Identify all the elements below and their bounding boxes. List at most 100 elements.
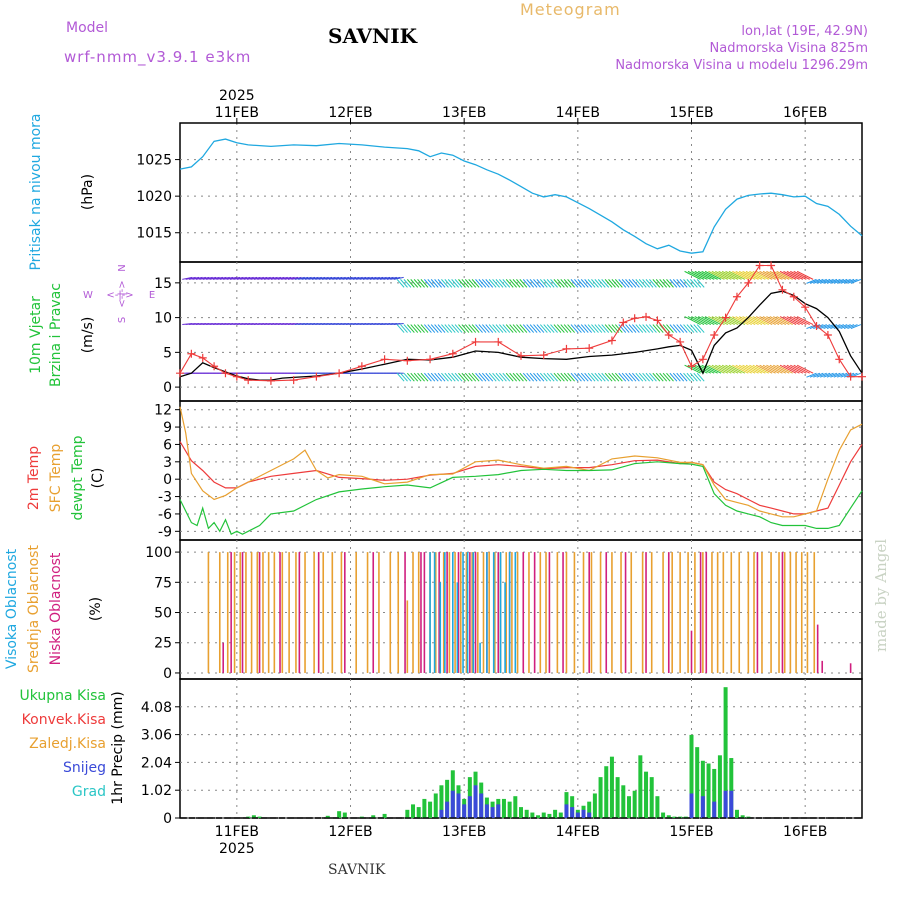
wind-arrow [567, 324, 575, 333]
precip-bar [524, 809, 529, 818]
wind-arrow [601, 324, 610, 333]
pressure-ylabel: (hPa) [80, 174, 96, 210]
wind-arrow [396, 372, 405, 382]
precip-bar [456, 793, 461, 818]
wind-arrow [790, 316, 807, 325]
wind-arrow [638, 372, 647, 382]
precip-bar [712, 768, 717, 818]
cloud-ylabel: (%) [88, 597, 104, 621]
wind-arrow [806, 372, 817, 378]
wind-arrow [833, 372, 844, 378]
wind-arrow [550, 324, 558, 333]
wind-gust-marker [710, 330, 719, 339]
wind-arrow [735, 316, 752, 325]
wind-arrow [444, 324, 453, 333]
wind-arrow [434, 279, 442, 288]
precip-bar [519, 807, 523, 818]
wind-arrow [546, 279, 555, 288]
x-tick-label-top: 14FEB [556, 105, 600, 121]
wind-arrow [718, 364, 735, 374]
y-tick-label: 1020 [136, 189, 172, 205]
wind-gust-marker [767, 261, 776, 270]
wind-arrow [837, 324, 848, 330]
y-tick-label: -6 [158, 507, 172, 523]
precip-bar [712, 801, 717, 818]
wind-arrow [728, 270, 746, 280]
precip-bar [530, 812, 535, 818]
wind-arrow [749, 364, 766, 374]
wind-arrow [264, 276, 275, 280]
wind-arrow [505, 279, 514, 288]
precip-bar [337, 811, 342, 818]
wind-arrow [662, 279, 671, 288]
y-tick-label: 0 [163, 472, 172, 488]
wind-arrow [618, 372, 627, 382]
wind-gust-marker [835, 355, 844, 364]
y-tick-label: 15 [154, 276, 172, 292]
product-title: Meteogram [520, 0, 621, 19]
wind-arrow [345, 276, 357, 280]
wind-gust-marker [210, 362, 219, 371]
precip-bar [598, 777, 603, 818]
x-tick-label-bottom: 13FEB [442, 824, 486, 840]
wind-arrow [652, 372, 661, 382]
wind-arrow [560, 279, 569, 288]
wind-arrow [628, 324, 637, 333]
precip-bar [433, 793, 438, 818]
wind-arrow [738, 270, 756, 280]
precip-bar [729, 758, 734, 818]
wind-arrow [403, 279, 412, 288]
wind-gust-marker [789, 292, 798, 301]
wind-arrow [689, 324, 698, 333]
wind-arrow [649, 372, 657, 382]
y-tick-label: 0 [163, 811, 172, 827]
wind-arrow [813, 278, 824, 284]
wind-arrow [776, 316, 793, 325]
precip-bar [740, 815, 745, 818]
wind-arrow [604, 279, 613, 288]
precip-bar [621, 785, 626, 818]
wind-arrow [464, 372, 473, 382]
wind-arrow [574, 279, 582, 288]
wind-arrow [850, 278, 862, 284]
wind-arrow [652, 324, 661, 333]
precip-bar [723, 790, 728, 818]
wind-arrow [649, 279, 657, 288]
wind-arrow [417, 372, 425, 382]
wind-arrow [240, 276, 251, 280]
wind-arrow [755, 270, 773, 280]
wind-arrow [715, 364, 732, 374]
y-tick-label: 10 [154, 311, 172, 327]
wind-arrow [591, 372, 599, 382]
wind-arrow [666, 279, 674, 288]
wind-arrow [485, 372, 494, 382]
wind-arrow [556, 372, 565, 382]
wind-title: 10m Vjetar [28, 296, 44, 374]
wind-arrow [488, 279, 497, 288]
x-tick-label-top: 16FEB [783, 105, 827, 121]
wind-arrow [715, 270, 732, 280]
wind-arrow [635, 372, 644, 382]
wind-arrow [742, 270, 759, 280]
y-tick-label: 9 [163, 420, 172, 436]
precip-bar [592, 793, 597, 818]
wind-arrow [601, 372, 610, 382]
wind-arrow [512, 279, 521, 288]
y-tick-label: 1015 [136, 226, 172, 242]
wind-gust-marker [562, 344, 571, 353]
wind-arrow [539, 372, 548, 382]
wind-arrow [676, 324, 685, 333]
precip-bar [473, 785, 478, 818]
wind-arrow [597, 324, 606, 333]
x-tick-label-bottom: 16FEB [783, 824, 827, 840]
wind-arrow [735, 364, 752, 374]
wind-arrow [400, 372, 408, 382]
y-tick-label: 0 [163, 666, 172, 682]
wind-arrow [796, 316, 814, 325]
wind-arrow [437, 324, 446, 333]
wind-arrow [635, 324, 644, 333]
wind-arrow [253, 276, 264, 280]
precip-bar [501, 798, 506, 818]
wind-arrow [618, 324, 627, 333]
wind-arrow [492, 372, 500, 382]
